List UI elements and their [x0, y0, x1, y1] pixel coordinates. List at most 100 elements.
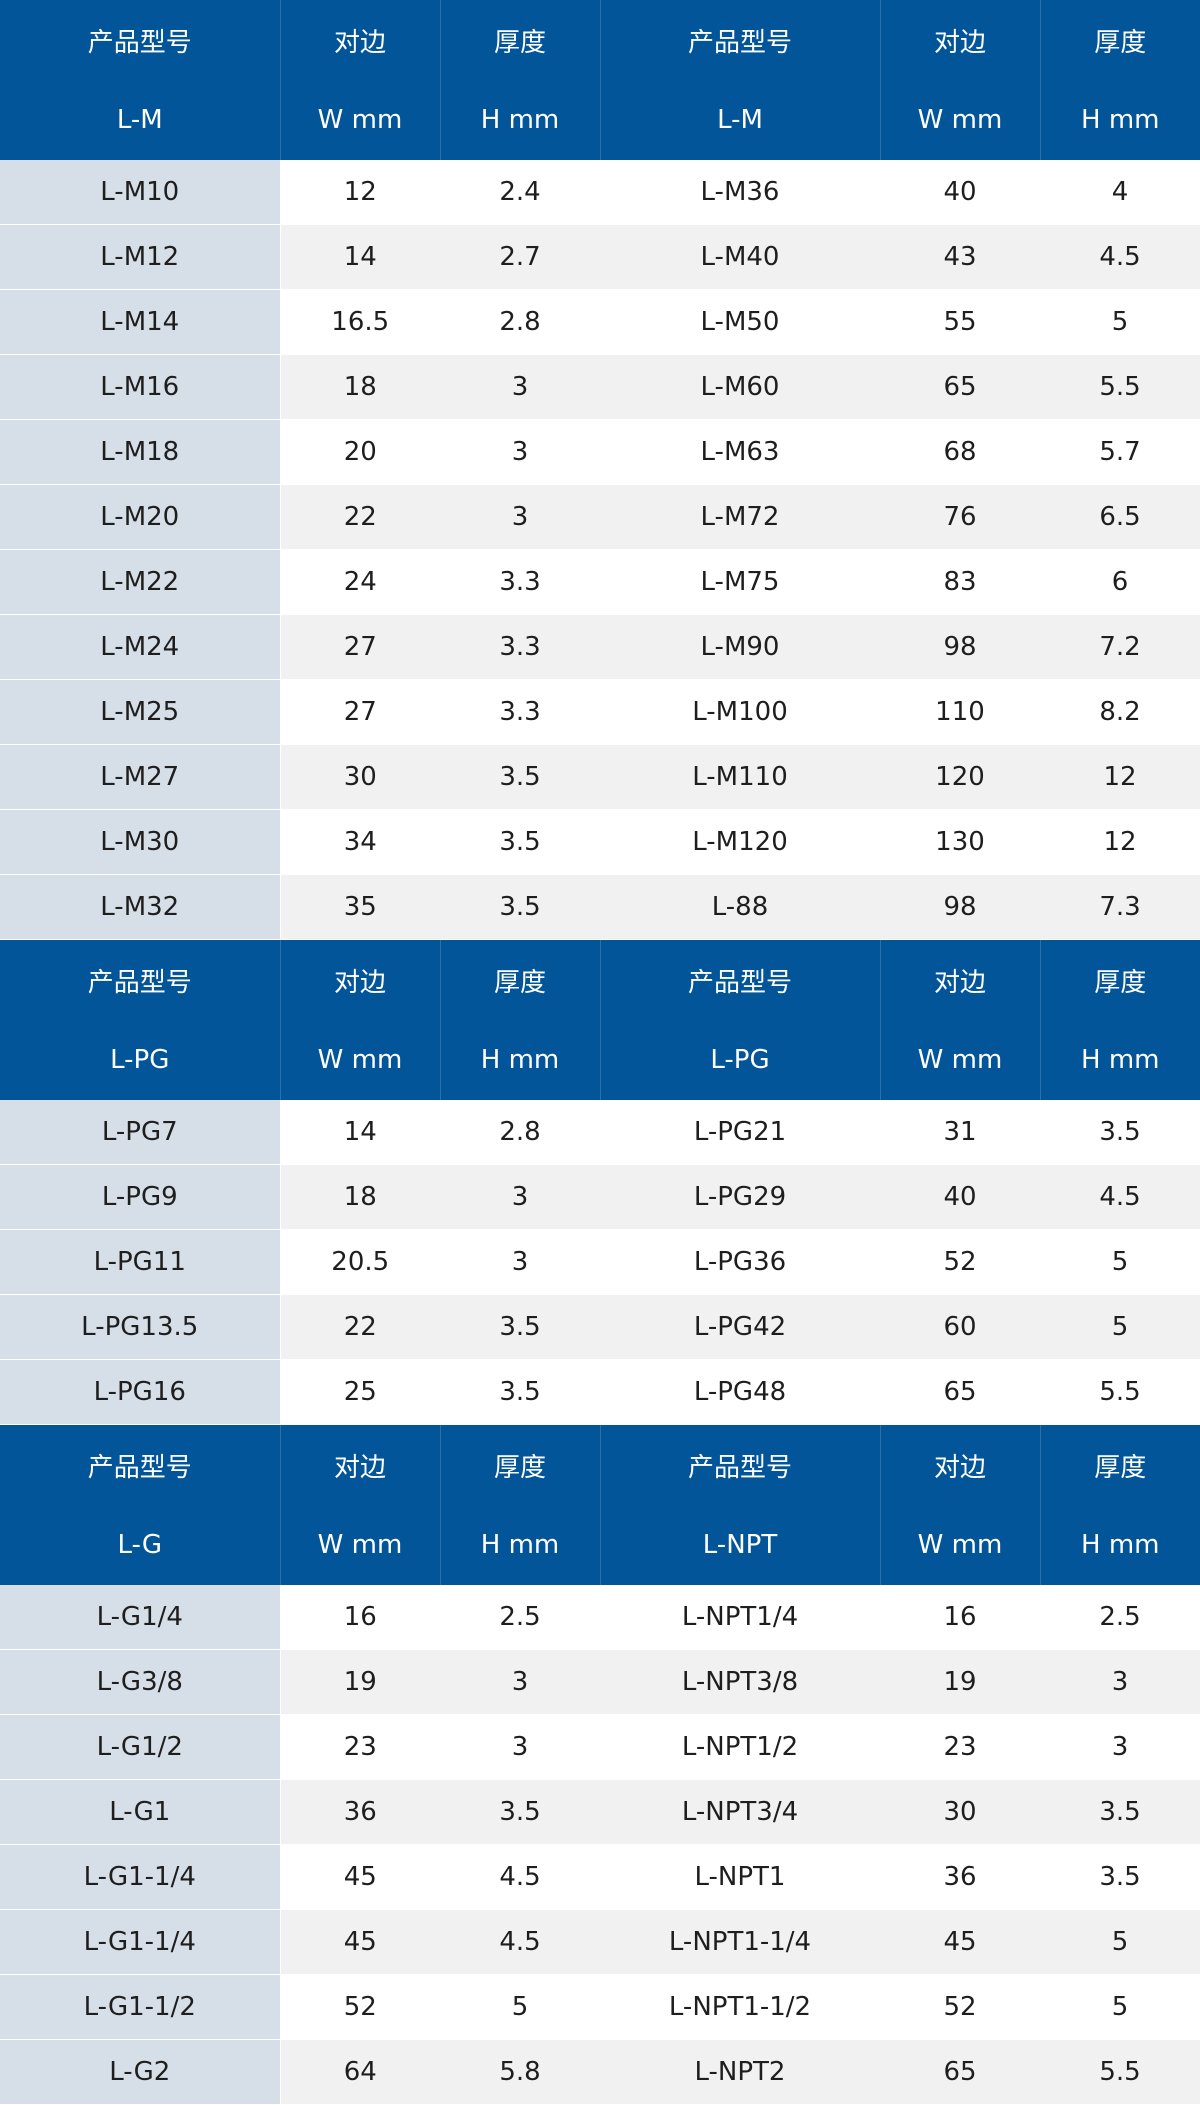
width-cell: 45	[880, 1909, 1040, 1975]
header-width: 对边	[880, 0, 1041, 80]
thickness-cell: 5.8	[440, 2039, 600, 2105]
table-row: L-PG7 14 2.8 L-PG21 31 3.5	[0, 1100, 1200, 1165]
thickness-cell: 5	[1040, 289, 1200, 355]
thickness-cell: 4.5	[1040, 224, 1200, 290]
model-cell: L-PG13.5	[0, 1294, 281, 1360]
thickness-cell: 12	[1040, 809, 1200, 875]
table-row: L-M10 12 2.4 L-M36 40 4	[0, 160, 1200, 225]
table-row: L-M27 30 3.5 L-M110 120 12	[0, 744, 1200, 810]
unit-width: W mm	[280, 1020, 441, 1100]
table-row: L-M32 35 3.5 L-88 98 7.3	[0, 874, 1200, 940]
thickness-cell: 6	[1040, 549, 1200, 615]
width-cell: 27	[280, 679, 440, 745]
thickness-cell: 5	[440, 1974, 600, 2040]
series-label: L-PG	[0, 1020, 281, 1100]
table-row: L-G2 64 5.8 L-NPT2 65 5.5	[0, 2039, 1200, 2105]
width-cell: 36	[880, 1844, 1040, 1910]
width-cell: 65	[880, 2039, 1040, 2105]
thickness-cell: 3.3	[440, 614, 600, 680]
model-cell: L-G1-1/4	[0, 1844, 281, 1910]
width-cell: 20.5	[280, 1229, 440, 1295]
thickness-cell: 5	[1040, 1229, 1200, 1295]
thickness-cell: 4.5	[1040, 1164, 1200, 1230]
model-cell: L-PG7	[0, 1100, 281, 1165]
model-cell: L-M63	[600, 419, 880, 485]
thickness-cell: 5.7	[1040, 419, 1200, 485]
width-cell: 23	[280, 1714, 440, 1780]
width-cell: 22	[280, 1294, 440, 1360]
table-row: L-G1/2 23 3 L-NPT1/2 23 3	[0, 1714, 1200, 1780]
width-cell: 35	[280, 874, 440, 940]
width-cell: 18	[280, 354, 440, 420]
width-cell: 65	[880, 1359, 1040, 1425]
width-cell: 12	[280, 160, 440, 225]
model-cell: L-88	[600, 874, 880, 940]
table-row: L-M16 18 3 L-M60 65 5.5	[0, 354, 1200, 420]
thickness-cell: 4	[1040, 160, 1200, 225]
width-cell: 52	[880, 1229, 1040, 1295]
series-row: L-PG W mm H mm L-PG W mm H mm	[0, 1020, 1200, 1100]
table-row: L-PG9 18 3 L-PG29 40 4.5	[0, 1164, 1200, 1230]
model-cell: L-NPT3/8	[600, 1649, 880, 1715]
width-cell: 27	[280, 614, 440, 680]
header-thickness: 厚度	[1040, 0, 1200, 80]
width-cell: 36	[280, 1779, 440, 1845]
thickness-cell: 3.5	[1040, 1779, 1200, 1845]
thickness-cell: 5.5	[1040, 1359, 1200, 1425]
model-cell: L-G1	[0, 1779, 281, 1845]
thickness-cell: 3	[440, 354, 600, 420]
model-cell: L-M100	[600, 679, 880, 745]
thickness-cell: 3.5	[1040, 1100, 1200, 1165]
width-cell: 40	[880, 160, 1040, 225]
series-label: L-G	[0, 1505, 281, 1585]
table-row: L-PG11 20.5 3 L-PG36 52 5	[0, 1229, 1200, 1295]
thickness-cell: 3.5	[440, 809, 600, 875]
thickness-cell: 3	[1040, 1649, 1200, 1715]
table-row: L-M18 20 3 L-M63 68 5.7	[0, 419, 1200, 485]
model-cell: L-M20	[0, 484, 281, 550]
header-model: 产品型号	[0, 0, 281, 80]
series-label: L-M	[600, 80, 881, 160]
unit-thickness: H mm	[1040, 1020, 1200, 1100]
thickness-cell: 2.5	[440, 1585, 600, 1650]
header-row: 产品型号 对边 厚度 产品型号 对边 厚度	[0, 0, 1200, 80]
thickness-cell: 3.5	[440, 1779, 600, 1845]
model-cell: L-M60	[600, 354, 880, 420]
header-row: 产品型号 对边 厚度 产品型号 对边 厚度	[0, 1424, 1200, 1505]
thickness-cell: 6.5	[1040, 484, 1200, 550]
model-cell: L-M50	[600, 289, 880, 355]
thickness-cell: 4.5	[440, 1909, 600, 1975]
model-cell: L-G1-1/2	[0, 1974, 281, 2040]
table-row: L-PG16 25 3.5 L-PG48 65 5.5	[0, 1359, 1200, 1425]
thickness-cell: 3	[440, 1164, 600, 1230]
model-cell: L-M12	[0, 224, 281, 290]
width-cell: 110	[880, 679, 1040, 745]
width-cell: 130	[880, 809, 1040, 875]
thickness-cell: 2.5	[1040, 1585, 1200, 1650]
width-cell: 45	[280, 1844, 440, 1910]
model-cell: L-PG48	[600, 1359, 880, 1425]
header-model: 产品型号	[600, 939, 881, 1020]
width-cell: 20	[280, 419, 440, 485]
unit-thickness: H mm	[1040, 80, 1200, 160]
thickness-cell: 2.8	[440, 1100, 600, 1165]
width-cell: 24	[280, 549, 440, 615]
model-cell: L-NPT3/4	[600, 1779, 880, 1845]
header-model: 产品型号	[600, 0, 881, 80]
table-row: L-M22 24 3.3 L-M75 83 6	[0, 549, 1200, 615]
width-cell: 16.5	[280, 289, 440, 355]
table-row: L-M20 22 3 L-M72 76 6.5	[0, 484, 1200, 550]
model-cell: L-M16	[0, 354, 281, 420]
thickness-cell: 3.5	[440, 744, 600, 810]
header-thickness: 厚度	[440, 1424, 601, 1505]
model-cell: L-M18	[0, 419, 281, 485]
width-cell: 25	[280, 1359, 440, 1425]
thickness-cell: 3	[440, 1649, 600, 1715]
thickness-cell: 3.5	[440, 874, 600, 940]
model-cell: L-PG11	[0, 1229, 281, 1295]
header-width: 对边	[280, 1424, 441, 1505]
width-cell: 64	[280, 2039, 440, 2105]
series-row: L-M W mm H mm L-M W mm H mm	[0, 80, 1200, 160]
